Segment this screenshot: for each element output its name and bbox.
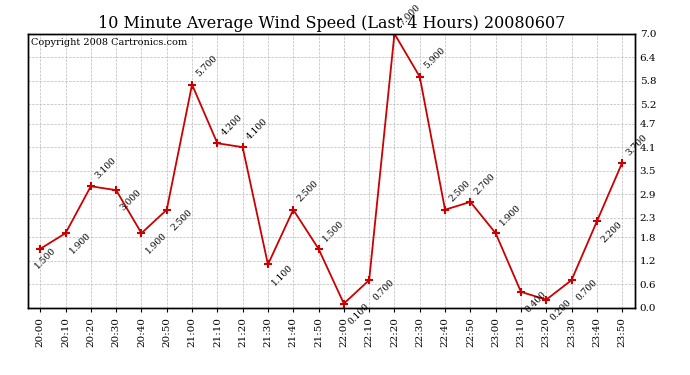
Text: 4.200: 4.200 — [220, 113, 244, 137]
Text: 7.000: 7.000 — [397, 3, 422, 28]
Text: 1.500: 1.500 — [321, 218, 346, 243]
Text: 2.200: 2.200 — [600, 220, 624, 244]
Title: 10 Minute Average Wind Speed (Last 4 Hours) 20080607: 10 Minute Average Wind Speed (Last 4 Hou… — [97, 15, 565, 32]
Text: 3.100: 3.100 — [93, 156, 118, 180]
Text: 2.500: 2.500 — [296, 179, 320, 204]
Text: 5.700: 5.700 — [195, 54, 219, 79]
Text: 2.500: 2.500 — [448, 179, 472, 204]
Text: 3.700: 3.700 — [624, 132, 649, 157]
Text: 1.900: 1.900 — [68, 231, 92, 256]
Text: 4.100: 4.100 — [245, 117, 270, 141]
Text: 1.100: 1.100 — [270, 262, 295, 287]
Text: 0.100: 0.100 — [346, 302, 371, 326]
Text: 2.500: 2.500 — [169, 208, 194, 232]
Text: Copyright 2008 Cartronics.com: Copyright 2008 Cartronics.com — [30, 38, 187, 47]
Text: 1.500: 1.500 — [32, 246, 57, 270]
Text: 0.200: 0.200 — [549, 298, 573, 322]
Text: 0.700: 0.700 — [574, 278, 599, 303]
Text: 0.400: 0.400 — [524, 290, 548, 315]
Text: 1.900: 1.900 — [144, 231, 168, 256]
Text: 5.900: 5.900 — [422, 46, 447, 71]
Text: 1.900: 1.900 — [498, 202, 523, 227]
Text: 3.000: 3.000 — [119, 188, 144, 213]
Text: 2.700: 2.700 — [473, 171, 497, 196]
Text: 0.700: 0.700 — [372, 278, 396, 303]
